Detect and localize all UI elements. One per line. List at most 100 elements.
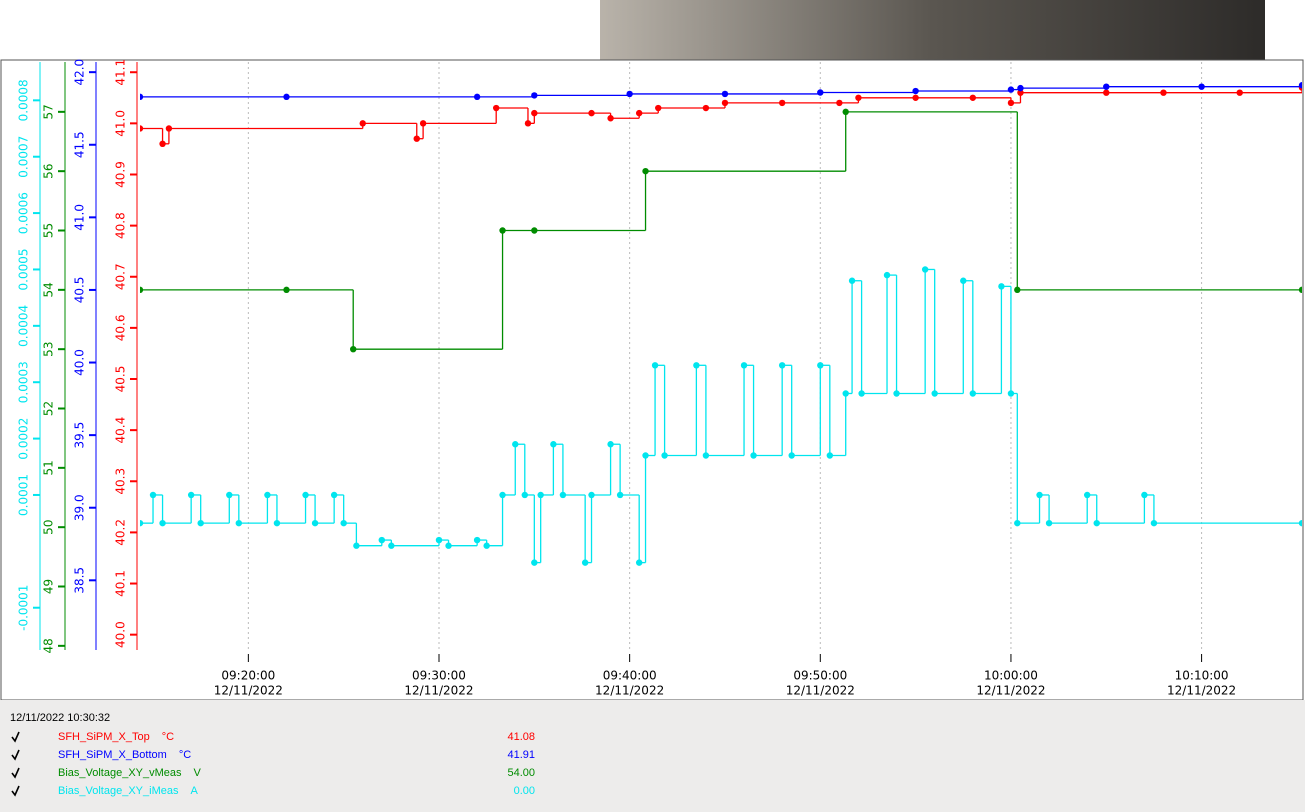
data-point [848,277,856,284]
x-tick-date: 12/11/2022 [1167,684,1236,698]
data-point [588,109,595,117]
data-point [359,120,366,127]
data-point [499,227,506,234]
data-point [302,491,309,499]
data-point [483,542,490,549]
data-point [588,491,595,499]
legend-checkbox[interactable] [11,785,20,797]
x-tick-label: 09:30:00 [412,669,466,683]
series [140,84,1302,148]
x-tick-label: 09:40:00 [603,669,657,683]
data-point [883,271,891,279]
data-point [524,120,532,127]
data-point [1103,89,1110,96]
data-point [921,266,929,273]
data-point [159,519,166,527]
legend-name: SFH_SiPM_X_Top [58,731,150,743]
data-point [893,390,900,397]
legend-checkbox[interactable] [11,767,20,779]
series [140,266,1302,566]
data-point [388,542,395,549]
data-point [661,452,668,459]
y-tick-label: 49 [42,579,56,594]
data-point [499,491,506,499]
data-point [140,286,144,294]
data-point [607,441,614,448]
x-tick-date: 12/11/2022 [595,684,664,698]
y-tick-label: 41.1 [114,59,128,86]
data-point [1007,86,1015,93]
data-point [836,99,843,107]
y-tick-label: 0.0008 [17,79,31,121]
legend-unit: °C [179,749,191,761]
y-tick-label: 54 [42,282,56,297]
data-point [1198,83,1205,90]
data-point [740,362,748,369]
y-tick-label: 40.2 [114,519,128,546]
y-tick-label: 38.5 [73,567,87,594]
data-point [283,286,290,294]
data-point [616,491,624,499]
data-point [1045,519,1053,527]
y-tick-label: 0.0007 [17,136,31,178]
data-point [1036,491,1043,499]
data-point [149,491,157,499]
data-point [1160,89,1167,96]
data-point [235,519,243,527]
data-point [226,491,233,499]
data-point [1007,390,1015,397]
data-point [912,87,919,95]
data-point [842,108,849,116]
y-tick-label: 39.5 [73,422,87,449]
data-point [855,94,862,101]
y-tick-label: 39.0 [73,494,87,521]
y-tick-label: 0.0005 [17,248,31,290]
legend-checkbox[interactable] [11,731,20,743]
data-point [607,115,614,122]
x-tick-date: 12/11/2022 [404,684,473,698]
data-point [778,99,786,107]
axes: 09:20:0012/11/202209:30:0012/11/202209:4… [17,59,1237,698]
data-point [1298,519,1302,527]
data-point [642,167,649,175]
data-point [264,491,271,499]
legend-value: 41.08 [507,731,535,743]
legend-value: 54.00 [507,767,535,779]
data-point [559,491,567,499]
data-point [931,390,938,397]
legend-unit: V [194,767,202,779]
data-point [340,519,347,527]
legend-checkbox[interactable] [11,749,20,761]
y-tick-label: 53 [42,342,56,357]
x-tick-date: 12/11/2022 [214,684,283,698]
y-tick-label: 52 [42,401,56,416]
x-tick-date: 12/11/2022 [786,684,855,698]
data-point [1014,519,1021,527]
data-point [1017,84,1024,92]
data-point [1007,99,1015,107]
data-point [350,345,357,353]
data-point [521,491,528,499]
data-point [159,140,166,148]
legend-unit: A [190,785,198,797]
data-point [581,559,589,566]
chart-frame [0,59,1304,701]
data-point [1103,83,1110,90]
data-point [435,536,443,544]
data-point [969,390,977,397]
data-point [842,390,849,397]
data-point [197,519,204,527]
data-point [702,452,710,459]
y-tick-label: 40.6 [114,315,128,342]
y-tick-label: 57 [42,104,56,119]
y-tick-label: 0.0006 [17,192,31,234]
data-point [550,441,557,448]
legend-name: Bias_Voltage_XY_iMeas [58,785,179,797]
y-tick-label: 40.0 [114,621,128,648]
y-tick-label: 0.0002 [17,418,31,460]
data-point [311,519,319,527]
y-tick-label: 40.8 [114,212,128,239]
y-tick-label: 40.4 [114,417,128,444]
data-point [353,542,360,549]
